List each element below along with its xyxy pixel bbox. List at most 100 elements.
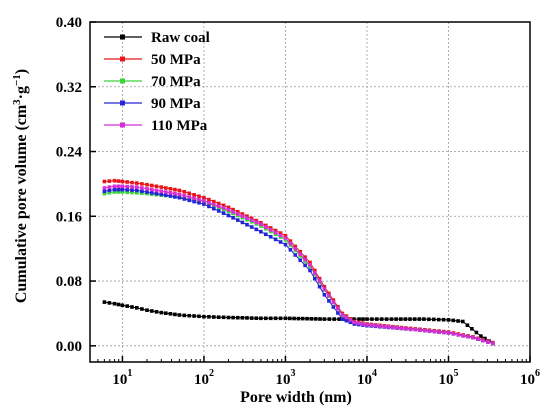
series-point bbox=[116, 187, 121, 192]
series-point bbox=[474, 330, 479, 335]
series-point bbox=[254, 220, 259, 225]
series-0 bbox=[102, 300, 495, 346]
series-point bbox=[231, 210, 235, 214]
x-tick-label: 105 bbox=[438, 368, 458, 388]
series-point bbox=[357, 317, 361, 321]
series-point bbox=[442, 330, 446, 335]
series-point bbox=[418, 328, 422, 332]
series-point bbox=[130, 185, 134, 189]
series-point bbox=[259, 229, 263, 234]
series-point bbox=[202, 202, 206, 206]
series-point bbox=[313, 268, 317, 273]
series-point bbox=[231, 315, 235, 320]
series-point bbox=[159, 185, 164, 189]
series-point bbox=[212, 315, 216, 319]
series-point bbox=[212, 199, 216, 204]
series-point bbox=[116, 302, 121, 307]
series-point bbox=[361, 322, 365, 326]
series-point bbox=[336, 306, 340, 311]
series-point bbox=[159, 192, 164, 197]
series-point bbox=[288, 248, 293, 252]
series-point bbox=[135, 191, 139, 195]
series-point bbox=[207, 197, 211, 202]
legend-entry: 50 MPa bbox=[104, 52, 201, 68]
series-point bbox=[107, 191, 112, 195]
series-point bbox=[344, 315, 349, 320]
series-point bbox=[226, 205, 231, 210]
series-point bbox=[145, 190, 149, 194]
series-point bbox=[298, 258, 302, 262]
series-point bbox=[140, 191, 144, 195]
series-point bbox=[130, 190, 134, 195]
series-point bbox=[125, 190, 129, 195]
series-point bbox=[236, 218, 240, 222]
series-point bbox=[168, 187, 173, 191]
series-point bbox=[236, 315, 240, 320]
series-point bbox=[432, 329, 437, 334]
series-point bbox=[130, 305, 134, 309]
series-point bbox=[112, 187, 117, 192]
series-point bbox=[197, 197, 201, 202]
series-point bbox=[427, 317, 431, 322]
series-point bbox=[207, 204, 211, 209]
series-point bbox=[154, 310, 159, 314]
series-point bbox=[107, 185, 112, 189]
series-point bbox=[288, 316, 292, 321]
series-point bbox=[245, 214, 249, 218]
series-point bbox=[125, 188, 129, 192]
series-point bbox=[125, 304, 129, 308]
x-axis-title: Pore width (nm) bbox=[240, 389, 352, 406]
x-tick-exp: 6 bbox=[535, 368, 540, 379]
series-point bbox=[483, 336, 487, 341]
series-point bbox=[305, 316, 309, 321]
series-point bbox=[202, 314, 206, 319]
series-point bbox=[107, 188, 112, 193]
series-point bbox=[207, 315, 211, 319]
series-point bbox=[216, 209, 221, 213]
x-tick-label: 103 bbox=[275, 368, 295, 388]
series-point bbox=[192, 199, 196, 204]
series-point bbox=[408, 327, 413, 332]
y-axis-title: Cumulative pore volume (cm3·g−1) bbox=[11, 69, 30, 303]
series-point bbox=[332, 317, 336, 321]
series-point bbox=[231, 207, 235, 212]
series-point bbox=[268, 226, 273, 230]
series-point bbox=[278, 233, 283, 238]
series-point bbox=[465, 323, 470, 327]
series-point bbox=[207, 200, 211, 205]
series-point bbox=[370, 317, 374, 321]
series-point bbox=[470, 327, 474, 331]
series-point bbox=[378, 324, 382, 328]
series-point bbox=[216, 204, 221, 208]
series-point bbox=[352, 320, 357, 325]
series-point bbox=[240, 220, 245, 225]
series-point bbox=[159, 189, 164, 193]
y-tick-label: 0.32 bbox=[56, 80, 82, 96]
series-point bbox=[298, 252, 302, 256]
legend-entry: Raw coal bbox=[104, 30, 210, 46]
legend-label: 110 MPa bbox=[151, 118, 208, 134]
series-point bbox=[408, 317, 412, 321]
series-point bbox=[212, 202, 216, 207]
series-point bbox=[327, 291, 331, 296]
y-tick-label: 0.08 bbox=[56, 274, 82, 290]
series-point bbox=[373, 323, 378, 328]
legend-label: 70 MPa bbox=[151, 74, 201, 90]
series-point bbox=[221, 206, 226, 210]
series-point bbox=[337, 317, 341, 321]
y-axis-title-main: Cumulative pore volume (cm bbox=[13, 104, 30, 303]
x-tick-base: 10 bbox=[194, 372, 209, 388]
series-point bbox=[154, 191, 159, 196]
axis-ticks bbox=[90, 21, 531, 362]
series-point bbox=[135, 181, 139, 185]
series-point bbox=[441, 317, 446, 322]
series-point bbox=[283, 316, 288, 321]
series-point bbox=[317, 276, 322, 281]
series-point bbox=[412, 317, 417, 321]
series-line bbox=[104, 301, 494, 344]
series-point bbox=[236, 210, 240, 214]
y-tick-label: 0.40 bbox=[56, 15, 82, 31]
series-point bbox=[112, 190, 117, 194]
x-tick-exp: 1 bbox=[127, 368, 132, 379]
series-point bbox=[125, 180, 129, 184]
